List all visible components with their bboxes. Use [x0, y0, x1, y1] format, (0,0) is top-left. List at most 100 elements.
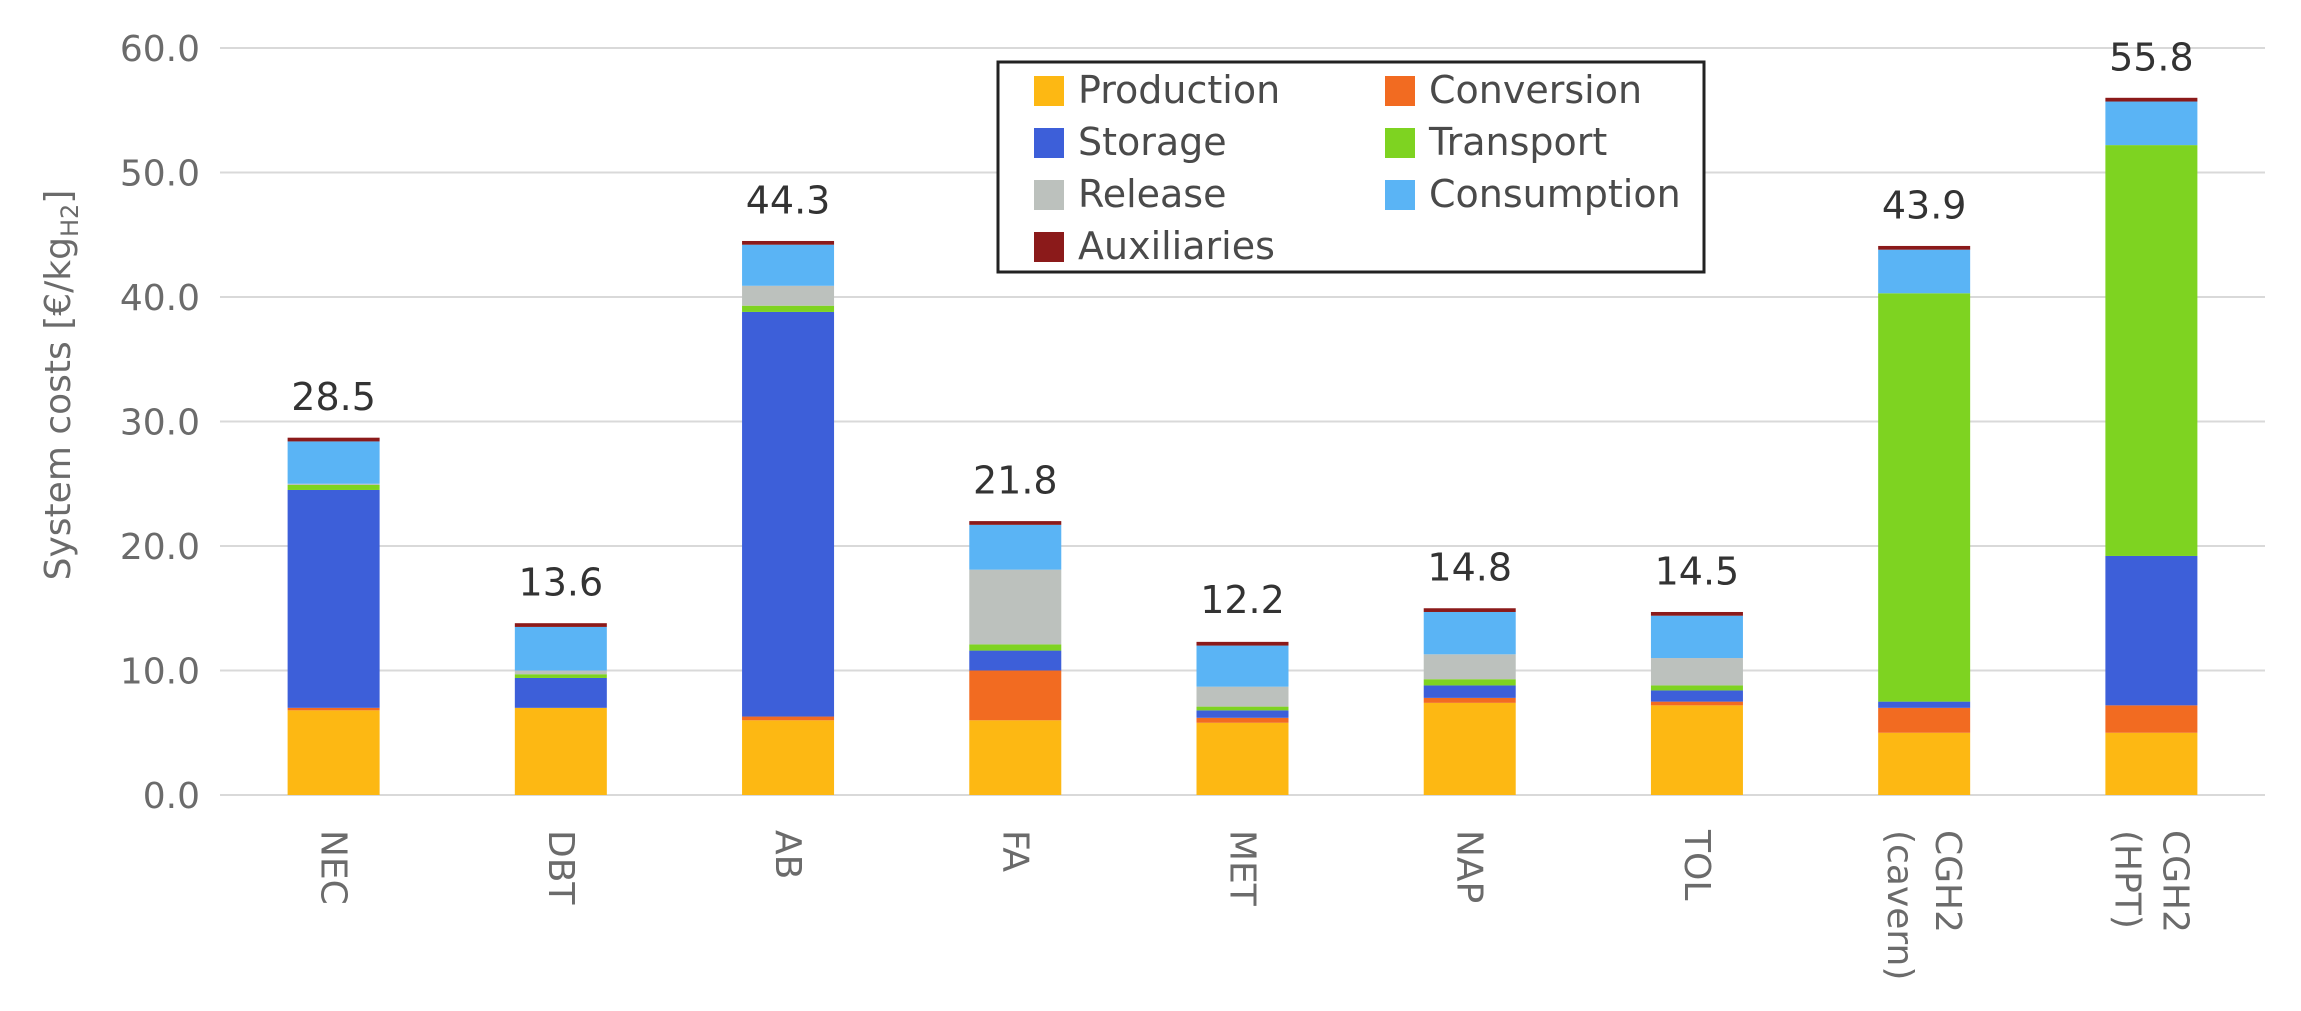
bar-segment-production [969, 720, 1062, 795]
x-category-label: CGH2 [2154, 830, 2195, 933]
legend-frame [996, 60, 1706, 274]
bar-segment-consumption [1878, 249, 1971, 294]
legend-swatch-transport [1385, 128, 1415, 158]
x-category-label: TOL [1676, 829, 1717, 900]
x-category-label: NEC [313, 830, 354, 905]
bar-segment-consumption [1423, 611, 1516, 655]
bar-total-label: 55.8 [2109, 35, 2194, 79]
x-category-label: AB [767, 830, 808, 879]
legend-label-production: Production [1078, 68, 1280, 112]
legend-label-conversion: Conversion [1429, 68, 1642, 112]
x-category-label: DBT [540, 830, 581, 905]
bar-segment-auxiliaries [1650, 611, 1743, 616]
bar-total-label: 43.9 [1882, 183, 1967, 227]
legend-label-auxiliaries: Auxiliaries [1078, 224, 1275, 268]
bar-segment-release [1650, 658, 1743, 686]
y-tick-label: 30.0 [120, 403, 200, 444]
bar-segment-auxiliaries [287, 437, 380, 442]
bar-segment-consumption [2105, 101, 2198, 146]
y-axis-title-main: System costs [€/kg [38, 237, 79, 580]
x-category-label: CGH2 [1927, 830, 1968, 933]
bar-segment-consumption [1196, 645, 1289, 687]
bar-segment-conversion [742, 716, 835, 721]
legend-swatch-storage [1034, 128, 1064, 158]
legend-label-consumption: Consumption [1429, 172, 1681, 216]
legend-label-transport: Transport [1428, 120, 1607, 164]
bar-segment-auxiliaries [1878, 245, 1971, 250]
x-category-label: MET [1222, 830, 1263, 907]
bar-segment-transport [969, 644, 1062, 651]
bar-segment-storage [1423, 685, 1516, 698]
bar-segment-storage [1196, 710, 1289, 718]
legend-label-release: Release [1078, 172, 1226, 216]
legend-swatch-consumption [1385, 180, 1415, 210]
y-tick-label: 10.0 [120, 652, 200, 693]
bar-segment-conversion [287, 707, 380, 711]
bar-segment-auxiliaries [742, 240, 835, 245]
legend-swatch-release [1034, 180, 1064, 210]
y-axis-title-subscript: H2 [56, 204, 84, 237]
bar-segment-production [1196, 722, 1289, 795]
bar-segment-release [1423, 654, 1516, 680]
y-tick-label: 50.0 [120, 154, 200, 195]
bar-segment-release [969, 569, 1062, 645]
bars [287, 97, 2198, 795]
bar-segment-auxiliaries [1423, 608, 1516, 612]
bar-total-label: 21.8 [973, 459, 1058, 503]
bar-segment-production [514, 707, 607, 795]
bar-segment-production [287, 710, 380, 795]
bar-segment-release [742, 285, 835, 306]
bar-segment-auxiliaries [514, 623, 607, 627]
x-category-label: (HPT) [2106, 830, 2147, 929]
legend-swatch-auxiliaries [1034, 232, 1064, 262]
bar-segment-storage [969, 650, 1062, 671]
bar-segment-storage [1878, 701, 1971, 708]
bar-total-label: 28.5 [291, 375, 376, 419]
bar-segment-auxiliaries [1196, 641, 1289, 646]
bar-segment-conversion [1650, 701, 1743, 706]
bar-segment-storage [287, 489, 380, 708]
y-tick-label: 0.0 [143, 776, 200, 817]
y-axis-ticks: 0.0 10.0 20.0 30.0 40.0 50.0 60.0 [120, 29, 200, 817]
bar-total-label: 14.5 [1655, 549, 1740, 593]
bar-segment-storage [742, 311, 835, 717]
x-category-label: NAP [1449, 830, 1490, 903]
bar-segment-transport [742, 305, 835, 312]
bar-total-label: 12.2 [1200, 578, 1285, 622]
bar-segment-storage [2105, 555, 2198, 706]
y-tick-label: 20.0 [120, 527, 200, 568]
x-axis-category-labels: NEC DBT AB FA MET NAP TOL CGH2(cavern) CGH2(HPT) [313, 829, 2196, 980]
bar-segment-consumption [514, 626, 607, 671]
total-labels: 28.5 13.6 44.3 21.8 12.2 14.8 14.5 43.9 55.8 [291, 35, 2193, 622]
bar-segment-conversion [969, 670, 1062, 721]
x-category-label: FA [994, 830, 1035, 872]
y-tick-label: 40.0 [120, 278, 200, 319]
y-axis-title-suffix: ] [38, 190, 79, 204]
bar-segment-storage [514, 677, 607, 708]
bar-segment-conversion [1423, 697, 1516, 703]
bar-segment-transport [287, 484, 380, 490]
bar-segment-conversion [1196, 717, 1289, 723]
bar-segment-transport [1878, 293, 1971, 702]
bar-segment-auxiliaries [2105, 97, 2198, 102]
bar-segment-production [742, 720, 835, 795]
bar-total-label: 13.6 [519, 561, 604, 605]
bar-segment-release [514, 670, 607, 675]
legend-items: Production Conversion Storage Transport Rele… [1034, 68, 1681, 268]
bar-segment-production [1423, 702, 1516, 795]
bar-segment-transport [514, 674, 607, 678]
bar-segment-consumption [287, 441, 380, 484]
bar-segment-transport [2105, 145, 2198, 556]
legend-swatch-conversion [1385, 76, 1415, 106]
legend-label-storage: Storage [1078, 120, 1227, 164]
bar-segment-conversion [2105, 705, 2198, 733]
bar-segment-production [1878, 732, 1971, 795]
y-tick-label: 60.0 [120, 29, 200, 70]
legend-swatch-production [1034, 76, 1064, 106]
bar-segment-consumption [1650, 615, 1743, 659]
bar-segment-release [287, 483, 380, 485]
bar-segment-conversion [1878, 707, 1971, 733]
bar-segment-storage [1650, 690, 1743, 702]
